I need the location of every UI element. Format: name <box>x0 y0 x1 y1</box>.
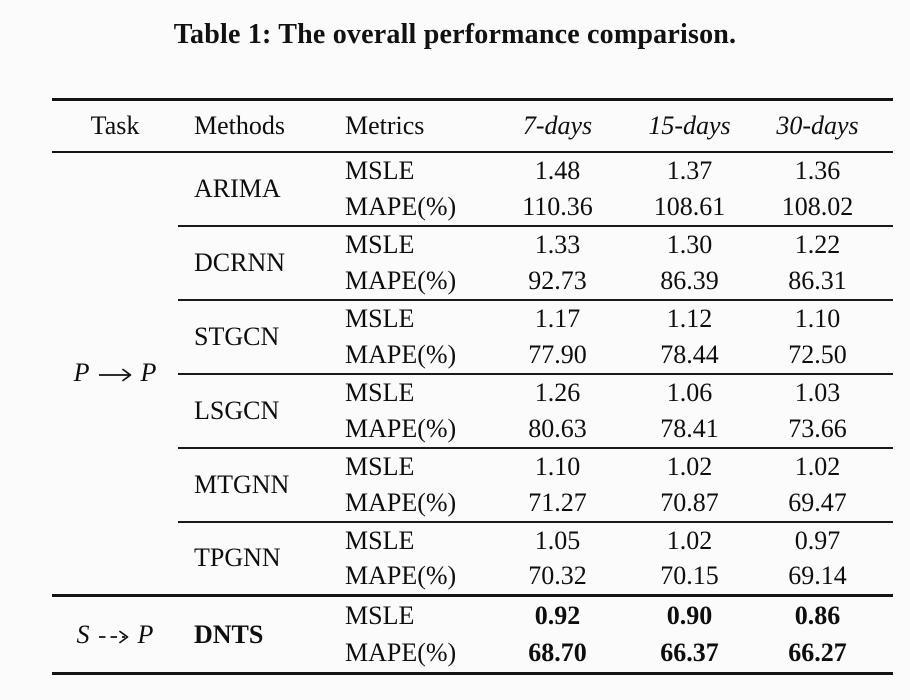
table-row: MAPE(%) 110.36 108.61 108.02 <box>52 189 893 226</box>
metric-value: 0.97 <box>754 520 893 559</box>
metric-value: 92.73 <box>528 265 587 295</box>
metric-value: 73.66 <box>788 413 847 443</box>
metric-value: 1.12 <box>625 298 754 337</box>
method-name: ARIMA <box>194 173 281 203</box>
task-to: P <box>137 619 154 649</box>
table-row: MAPE(%) 70.32 70.15 69.14 <box>52 559 893 596</box>
metric-value: 71.27 <box>528 487 587 517</box>
method-name: DCRNN <box>178 224 334 300</box>
metric-label: MAPE(%) <box>345 191 457 221</box>
metric-value: 70.32 <box>528 561 587 591</box>
metric-label: MAPE(%) <box>345 265 457 295</box>
metric-value: 0.86 <box>754 594 893 635</box>
dashed-right-arrow-icon <box>98 630 128 643</box>
metric-value: 68.70 <box>528 638 587 668</box>
metric-value: 108.61 <box>653 191 726 221</box>
metric-value: 1.05 <box>490 520 625 559</box>
metric-value: 1.37 <box>666 155 713 185</box>
method-name: TPGNN <box>178 520 334 596</box>
metric-value: 1.03 <box>754 372 893 411</box>
method-name: DNTS <box>178 594 334 674</box>
metric-label: MSLE <box>345 155 415 185</box>
metric-value: 1.02 <box>625 446 754 485</box>
metric-value: 1.17 <box>490 298 625 337</box>
metric-value: 69.14 <box>788 561 847 591</box>
method-name: STGCN <box>178 298 334 374</box>
metric-value: 1.36 <box>794 155 841 185</box>
metric-label: MSLE <box>334 520 490 559</box>
task-to: P <box>140 358 157 388</box>
metric-value: 70.15 <box>660 561 719 591</box>
table-row: MAPE(%) 92.73 86.39 86.31 <box>52 263 893 300</box>
header-row: Task Methods Metrics 7-days 15-days 30-d… <box>52 100 893 152</box>
table-row: MAPE(%) 71.27 70.87 69.47 <box>52 485 893 522</box>
method-name: LSGCN <box>178 372 334 448</box>
table-row: MAPE(%) 77.90 78.44 72.50 <box>52 337 893 374</box>
column-header-15days: 15-days <box>648 110 731 140</box>
metric-value: 78.44 <box>660 339 719 369</box>
column-header-task: Task <box>90 110 140 140</box>
column-header-30days: 30-days <box>776 110 859 140</box>
metric-label: MAPE(%) <box>345 413 457 443</box>
metric-label: MAPE(%) <box>345 561 457 591</box>
metric-value: 1.48 <box>534 155 581 185</box>
metric-value: 0.92 <box>490 594 625 635</box>
metric-label: MAPE(%) <box>345 339 457 369</box>
metric-value: 80.63 <box>528 413 587 443</box>
metric-value: 108.02 <box>781 191 854 221</box>
metric-value: 1.10 <box>754 298 893 337</box>
metric-value: 110.36 <box>522 191 593 221</box>
metric-value: 1.33 <box>490 224 625 263</box>
metric-label: MSLE <box>334 224 490 263</box>
task-from: S <box>76 619 90 649</box>
metric-value: 86.39 <box>660 265 719 295</box>
right-arrow-icon <box>98 368 131 382</box>
performance-table: Task Methods Metrics 7-days 15-days 30-d… <box>52 98 893 675</box>
table-row: TPGNN MSLE 1.05 1.02 0.97 <box>52 520 893 596</box>
metric-label: MSLE <box>334 298 490 337</box>
metric-value: 1.02 <box>754 446 893 485</box>
metric-value: 1.26 <box>490 372 625 411</box>
table-row: MAPE(%) 80.63 78.41 73.66 <box>52 411 893 448</box>
metric-value: 1.02 <box>625 520 754 559</box>
metric-value: 0.90 <box>625 594 754 635</box>
metric-value: 77.90 <box>528 339 587 369</box>
column-header-7days: 7-days <box>522 110 593 140</box>
column-header-methods: Methods <box>194 110 285 140</box>
metric-value: 1.06 <box>625 372 754 411</box>
metric-value: 66.27 <box>788 638 847 668</box>
metric-label: MSLE <box>334 594 490 635</box>
metric-value: 1.10 <box>490 446 625 485</box>
metric-value: 1.22 <box>754 224 893 263</box>
task-from: P <box>73 358 90 388</box>
table-caption: Table 1: The overall performance compari… <box>173 19 737 50</box>
metric-label: MSLE <box>334 446 490 485</box>
metric-label: MAPE(%) <box>345 487 457 517</box>
table-row: MAPE(%) 68.70 66.37 66.27 <box>52 635 893 674</box>
metric-value: 72.50 <box>788 339 847 369</box>
table-row: LSGCN MSLE 1.26 1.06 1.03 <box>52 372 893 448</box>
metric-value: 78.41 <box>660 413 719 443</box>
table-row: DCRNN MSLE 1.33 1.30 1.22 <box>52 224 893 300</box>
column-header-metrics: Metrics <box>345 110 425 140</box>
metric-label: MSLE <box>334 372 490 411</box>
method-name: MTGNN <box>178 446 334 522</box>
metric-value: 66.37 <box>660 638 719 668</box>
metric-value: 70.87 <box>660 487 719 517</box>
table-row: MTGNN MSLE 1.10 1.02 1.02 <box>52 446 893 522</box>
metric-value: 1.30 <box>625 224 754 263</box>
metric-label: MAPE(%) <box>345 638 457 668</box>
metric-value: 86.31 <box>788 265 847 295</box>
table-row: STGCN MSLE 1.17 1.12 1.10 <box>52 298 893 374</box>
metric-value: 69.47 <box>788 487 847 517</box>
